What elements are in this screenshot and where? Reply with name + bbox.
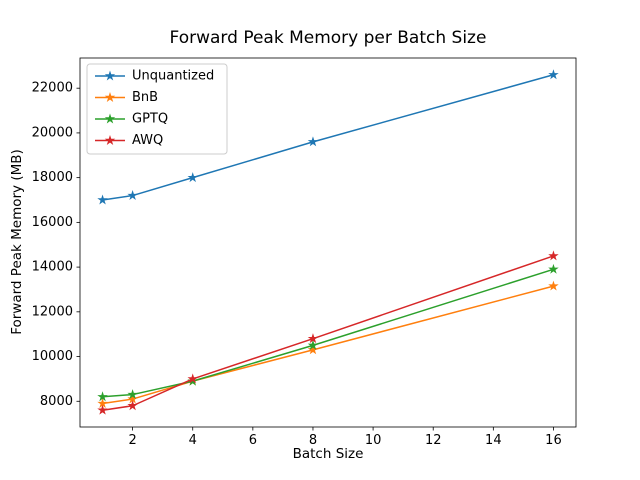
legend-label: GPTQ: [132, 112, 168, 127]
legend-item: BnB: [95, 90, 158, 105]
legend-marker-star-icon: [104, 113, 116, 124]
series-marker-awq: [97, 404, 108, 415]
series-marker-gptq: [307, 339, 319, 350]
axes-spines: [79, 57, 577, 428]
series-marker-bnb: [307, 344, 319, 355]
legend-item: GPTQ: [95, 112, 168, 127]
series-marker-gptq: [548, 263, 559, 274]
series-marker-unquantized: [97, 194, 108, 205]
series-marker-awq: [127, 400, 138, 411]
x-tick-label: 8: [309, 433, 317, 448]
series-marker-bnb: [548, 280, 559, 291]
x-tick-label: 16: [545, 433, 562, 448]
legend: Unquantized BnB GPTQ AWQ: [86, 63, 228, 155]
legend-label: Unquantized: [132, 69, 214, 84]
legend-marker-star-icon: [104, 92, 116, 102]
x-tick-label: 12: [425, 433, 442, 448]
y-tick-label: 10000: [32, 349, 73, 364]
series-marker-gptq: [127, 389, 138, 400]
legend-item: Unquantized: [95, 69, 214, 84]
legend-marker-star-icon: [104, 70, 116, 81]
y-tick-label: 20000: [32, 125, 73, 140]
y-tick-label: 16000: [32, 215, 73, 230]
chart-title: Forward Peak Memory per Batch Size: [169, 28, 487, 48]
series-marker-awq: [307, 333, 319, 344]
x-tick-label: 4: [189, 433, 197, 448]
legend-item: AWQ: [95, 133, 163, 148]
series-marker-awq: [548, 250, 559, 261]
legend-marker-star-icon: [104, 135, 116, 145]
legend-box: [86, 63, 228, 155]
series-marker-bnb: [97, 398, 108, 408]
y-tick-label: 8000: [40, 394, 73, 409]
x-tick-label: 6: [249, 433, 257, 448]
y-tick-label: 22000: [32, 81, 73, 96]
x-tick-label: 14: [485, 433, 502, 448]
series-marker-unquantized: [187, 172, 198, 183]
legend-label: BnB: [132, 90, 158, 105]
series-marker-gptq: [97, 391, 108, 402]
series-marker-unquantized: [548, 69, 559, 80]
series-marker-bnb: [127, 393, 138, 404]
legend-label: AWQ: [132, 133, 163, 148]
y-tick-label: 12000: [32, 304, 73, 319]
y-tick-label: 18000: [32, 170, 73, 185]
x-tick-label: 2: [128, 433, 136, 448]
series-marker-awq: [187, 373, 198, 384]
series-marker-unquantized: [307, 136, 319, 147]
x-axis-label: Batch Size: [292, 446, 364, 462]
series-marker-unquantized: [127, 190, 138, 200]
y-tick-label: 14000: [32, 260, 73, 275]
x-tick-label: 10: [365, 433, 382, 448]
